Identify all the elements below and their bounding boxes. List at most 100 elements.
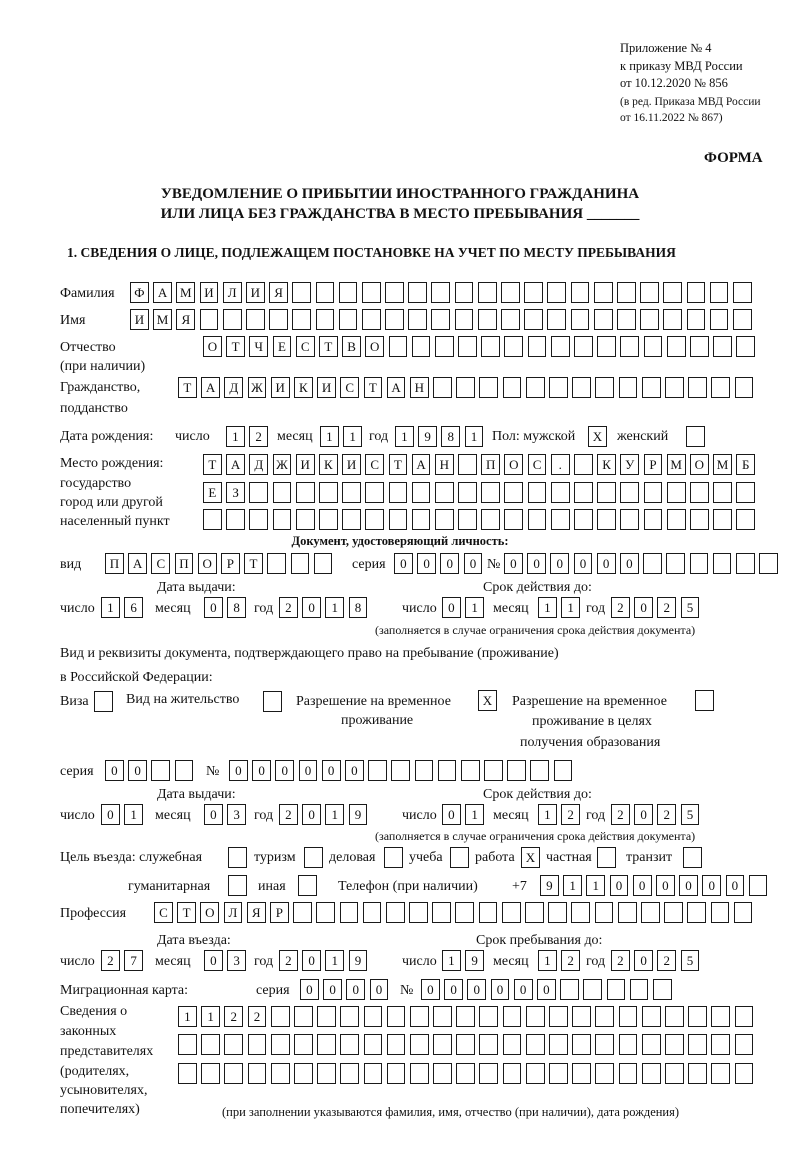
char-cell[interactable]: 0 — [619, 553, 639, 574]
char-cell[interactable] — [269, 309, 288, 330]
char-cell[interactable] — [437, 760, 457, 781]
char-cell[interactable]: 0 — [527, 553, 546, 574]
char-cell[interactable]: 0 — [300, 979, 319, 1000]
checkbox-cell[interactable] — [228, 847, 247, 868]
char-cell[interactable] — [293, 1034, 313, 1055]
char-cell[interactable] — [549, 1006, 568, 1027]
char-cell[interactable] — [272, 482, 292, 503]
char-cell[interactable] — [712, 553, 732, 574]
char-cell[interactable] — [525, 377, 545, 398]
char-cell[interactable]: 9 — [540, 875, 559, 896]
char-cell[interactable]: 0 — [702, 875, 722, 896]
char-cell[interactable] — [640, 309, 659, 330]
checkbox-cell[interactable]: X — [478, 690, 497, 711]
char-cell[interactable] — [318, 482, 338, 503]
char-cell[interactable]: 2 — [611, 804, 630, 825]
char-cell[interactable]: К — [318, 454, 338, 475]
char-cell[interactable] — [363, 1006, 383, 1027]
char-cell[interactable]: 5 — [680, 804, 700, 825]
char-cell[interactable]: 0 — [128, 760, 147, 781]
char-cell[interactable] — [313, 553, 333, 574]
char-cell[interactable] — [317, 1006, 336, 1027]
char-cell[interactable] — [501, 902, 521, 923]
char-cell[interactable]: Е — [203, 482, 222, 503]
char-cell[interactable] — [709, 309, 729, 330]
char-cell[interactable] — [433, 377, 452, 398]
purpose-transit-checkbox[interactable] — [683, 847, 702, 868]
char-cell[interactable] — [454, 309, 474, 330]
char-cell[interactable] — [686, 282, 706, 303]
char-cell[interactable] — [249, 482, 269, 503]
char-cell[interactable] — [385, 902, 405, 923]
char-cell[interactable] — [525, 1034, 545, 1055]
char-cell[interactable] — [292, 282, 312, 303]
birthplace-row-3[interactable] — [203, 509, 756, 530]
char-cell[interactable] — [640, 902, 660, 923]
char-cell[interactable] — [616, 282, 636, 303]
char-cell[interactable] — [477, 282, 497, 303]
char-cell[interactable] — [688, 1034, 707, 1055]
char-cell[interactable] — [713, 509, 732, 530]
char-cell[interactable] — [340, 1063, 360, 1084]
char-cell[interactable] — [736, 336, 756, 357]
char-cell[interactable] — [151, 760, 171, 781]
char-cell[interactable] — [583, 979, 603, 1000]
char-cell[interactable] — [434, 336, 454, 357]
char-cell[interactable] — [524, 282, 543, 303]
char-cell[interactable] — [570, 309, 590, 330]
char-cell[interactable] — [664, 1063, 684, 1084]
char-cell[interactable] — [527, 482, 547, 503]
char-cell[interactable] — [688, 1063, 707, 1084]
char-cell[interactable]: М — [153, 309, 172, 330]
char-cell[interactable] — [338, 282, 358, 303]
char-cell[interactable] — [572, 1063, 591, 1084]
char-cell[interactable]: М — [713, 454, 732, 475]
sex-female-checkbox[interactable] — [686, 426, 705, 447]
char-cell[interactable] — [641, 1063, 661, 1084]
checkbox-cell[interactable] — [384, 847, 403, 868]
char-cell[interactable] — [597, 482, 616, 503]
char-cell[interactable]: Р — [220, 553, 240, 574]
char-cell[interactable] — [527, 336, 547, 357]
char-cell[interactable]: О — [504, 454, 524, 475]
char-cell[interactable] — [572, 1034, 591, 1055]
char-cell[interactable] — [710, 902, 730, 923]
checkbox-cell[interactable] — [450, 847, 469, 868]
char-cell[interactable] — [270, 1006, 290, 1027]
char-cell[interactable]: О — [365, 336, 385, 357]
temp-residence-checkbox[interactable]: X — [478, 690, 497, 711]
char-cell[interactable] — [458, 336, 477, 357]
char-cell[interactable] — [432, 902, 452, 923]
char-cell[interactable] — [386, 1006, 406, 1027]
char-cell[interactable] — [663, 309, 683, 330]
char-cell[interactable] — [315, 282, 335, 303]
char-cell[interactable]: 0 — [550, 553, 570, 574]
char-cell[interactable] — [507, 760, 527, 781]
temp-edu-checkbox[interactable] — [695, 690, 714, 711]
char-cell[interactable]: 1 — [563, 875, 582, 896]
char-cell[interactable] — [502, 1006, 522, 1027]
char-cell[interactable] — [201, 1063, 220, 1084]
char-cell[interactable] — [201, 1034, 220, 1055]
checkbox-cell[interactable]: X — [521, 847, 540, 868]
char-cell[interactable] — [479, 1034, 499, 1055]
char-cell[interactable] — [479, 377, 499, 398]
char-cell[interactable] — [709, 282, 729, 303]
char-cell[interactable]: Л — [222, 282, 242, 303]
char-cell[interactable]: 1 — [201, 1006, 220, 1027]
char-cell[interactable] — [479, 1006, 499, 1027]
char-cell[interactable]: 1 — [325, 804, 345, 825]
char-cell[interactable]: 9 — [348, 804, 368, 825]
char-cell[interactable] — [594, 902, 614, 923]
char-cell[interactable] — [502, 1034, 522, 1055]
char-cell[interactable]: 9 — [465, 950, 484, 971]
char-cell[interactable]: 0 — [346, 979, 366, 1000]
char-cell[interactable]: Я — [246, 902, 266, 923]
char-cell[interactable]: 1 — [538, 597, 557, 618]
